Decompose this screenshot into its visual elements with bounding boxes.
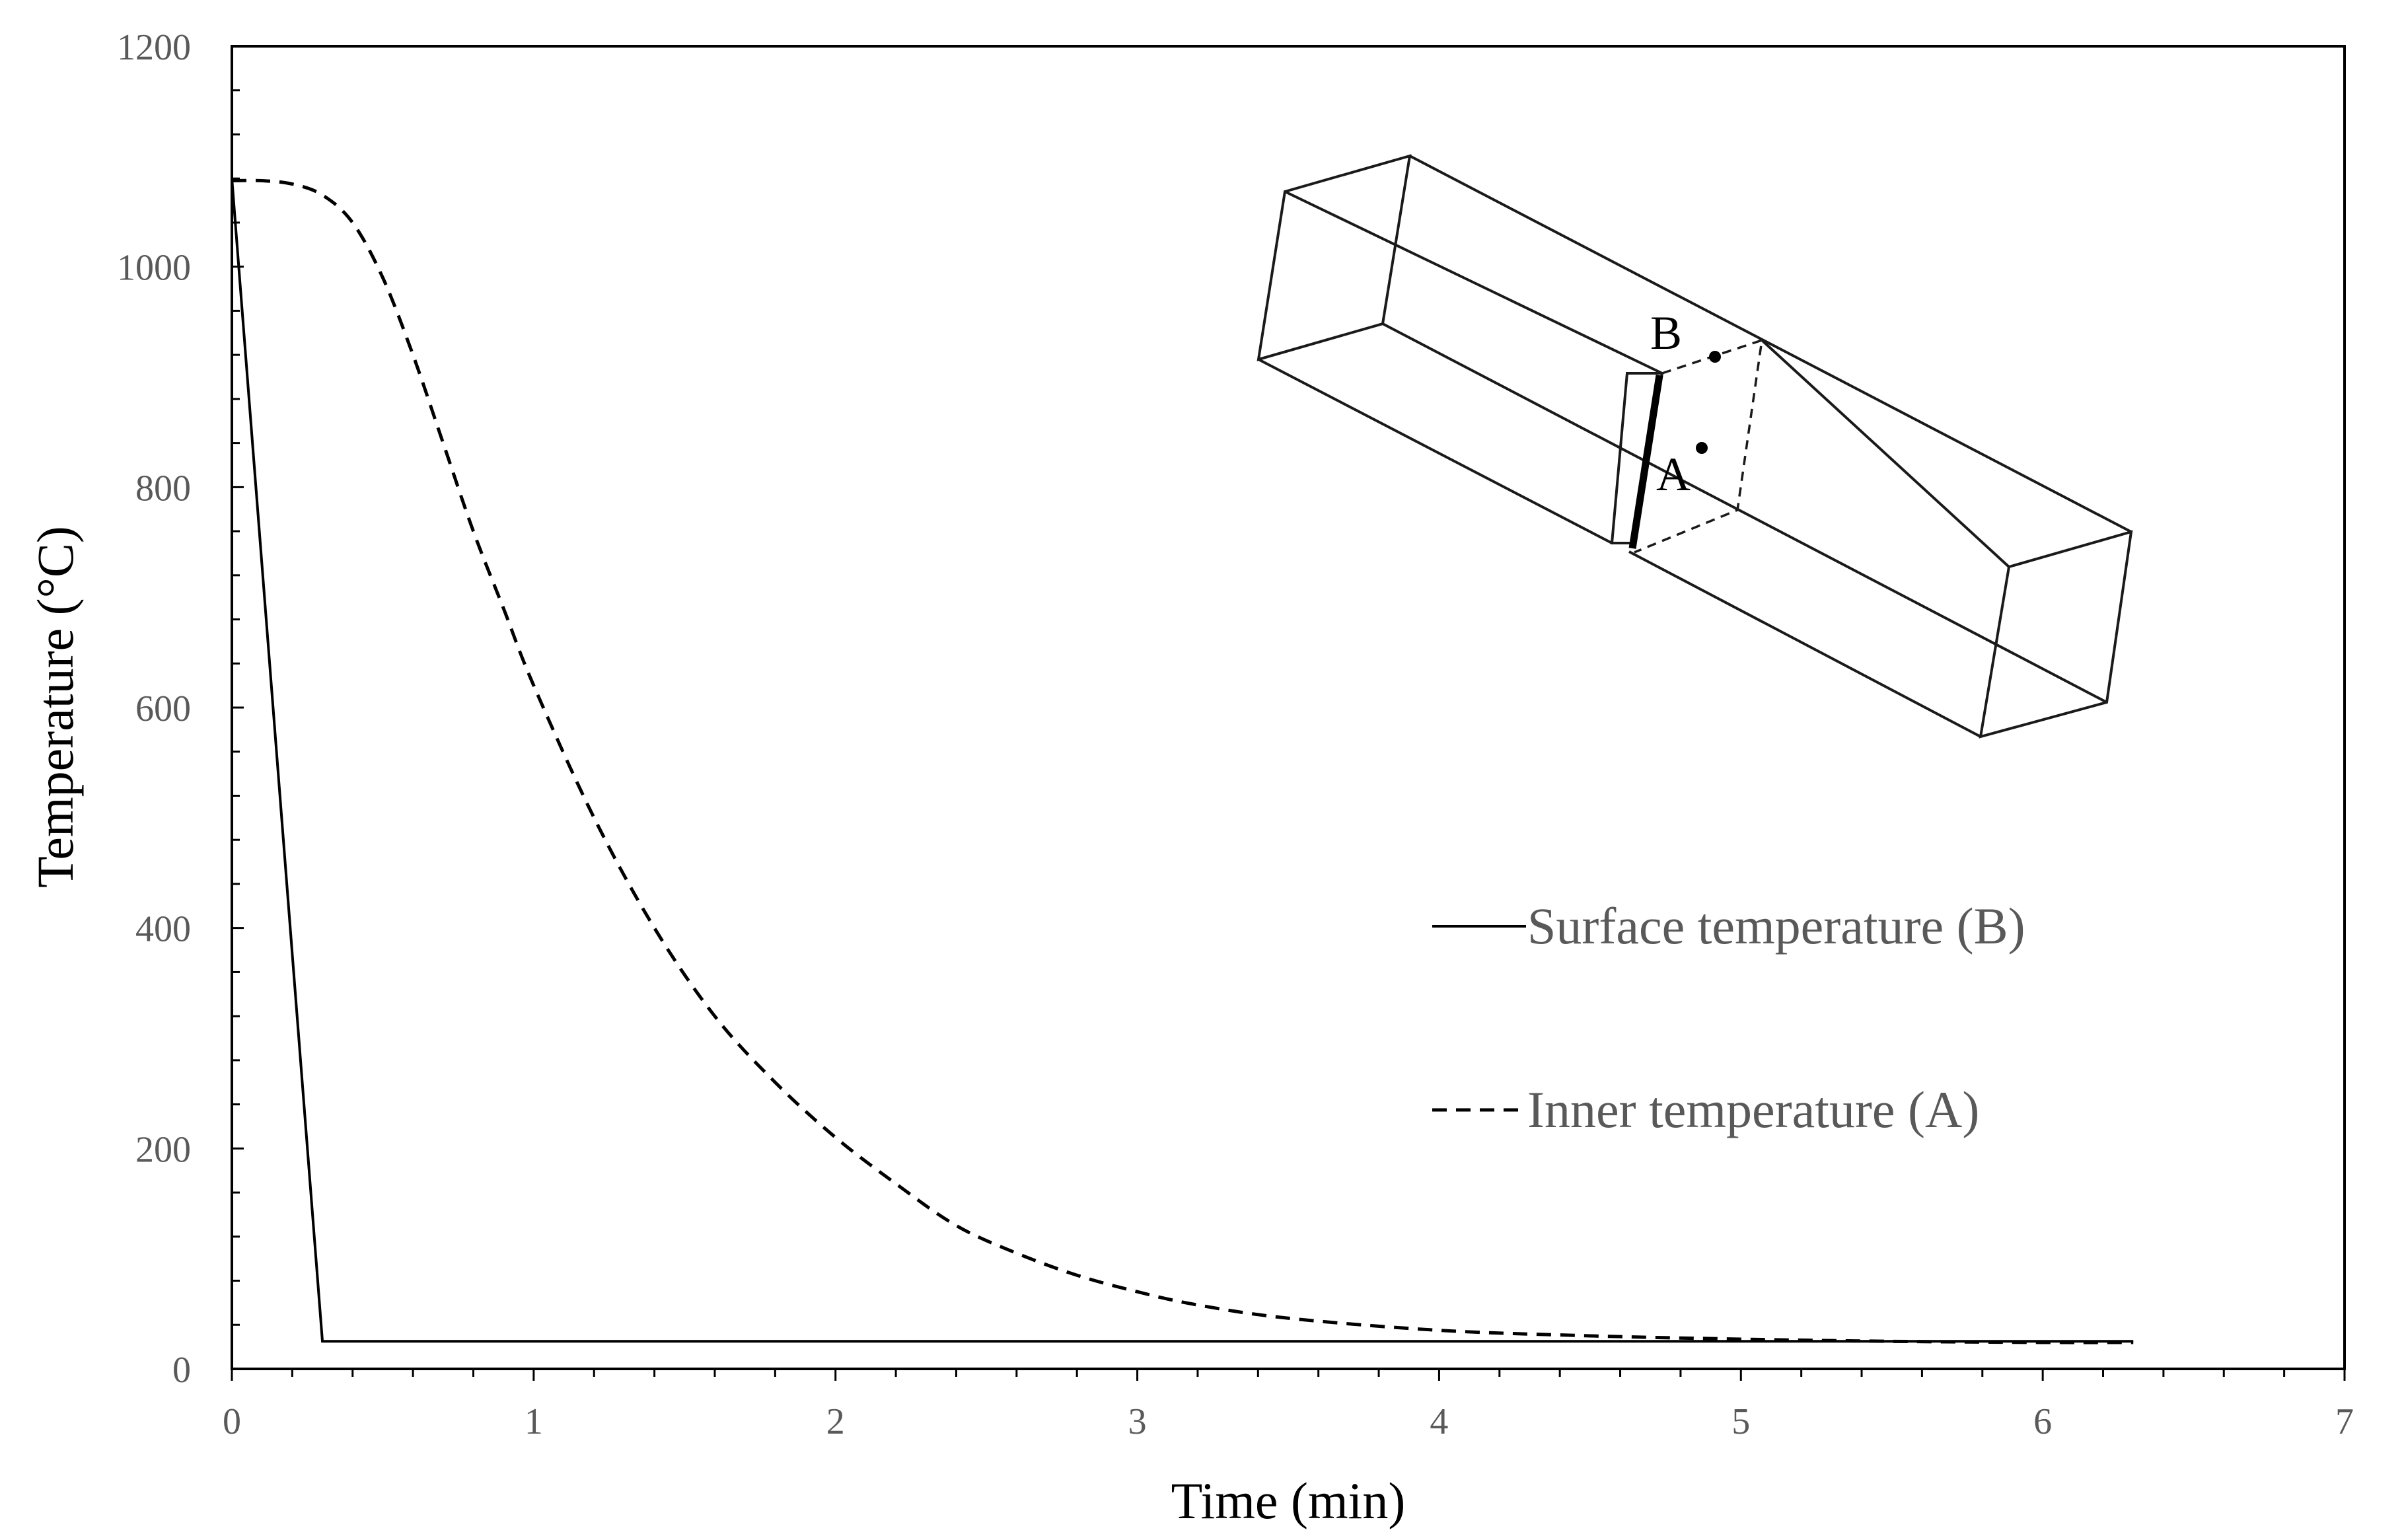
point-a-label: A [1656,448,1691,501]
legend-label-surface: Surface temperature (B) [1527,897,2025,955]
bar-edge-top-back [1409,155,2132,533]
bar-edge-bottom-front-2 [1628,550,1981,738]
y-tick-label: 200 [135,1129,191,1170]
y-tick-label: 400 [135,909,191,950]
y-tick-label: 1000 [117,248,191,289]
plot-frame [231,45,2346,1370]
bar-edge-bottom-front [1258,358,1613,544]
bar-left-end-face [1257,154,1412,361]
bar-edge-bottom-back [1382,322,2107,704]
x-tick-label: 5 [1731,1401,1750,1442]
point-b-label: B [1650,307,1682,359]
y-tick-labels: 0 200 400 600 800 1000 1200 [117,27,191,1391]
x-tick-label: 4 [1430,1401,1448,1442]
legend-label-inner: Inner temperature (A) [1527,1081,1979,1138]
y-tick-label: 0 [172,1350,191,1391]
point-b-marker [1709,351,1721,363]
x-tick-label: 2 [826,1401,845,1442]
specimen-inset-diagram: B A [1257,154,2133,739]
y-tick-label: 800 [135,468,191,509]
y-tick-label: 1200 [117,27,191,68]
legend: Surface temperature (B) Inner temperatur… [1432,897,2025,1138]
x-tick-label: 1 [525,1401,543,1442]
bar-edge-top-front-2 [1761,339,2010,568]
surface-temperature-line [231,178,2134,1343]
x-tick-label: 0 [223,1401,241,1442]
inner-temperature-line [231,178,2134,1344]
point-a-marker [1696,442,1708,454]
y-axis-title: Temperature (°C) [26,526,84,888]
series-layer [231,178,2134,1344]
axis-ticks [231,45,2346,1381]
x-tick-labels: 0 1 2 3 4 5 6 7 [223,1401,2354,1442]
x-axis-title: Time (min) [1171,1472,1406,1529]
cross-section-thick-edge [1628,375,1663,549]
bar-edge-top-front [1284,190,1663,375]
x-tick-label: 7 [2335,1401,2354,1442]
y-tick-label: 600 [135,688,191,729]
x-tick-label: 6 [2033,1401,2052,1442]
x-tick-label: 3 [1128,1401,1147,1442]
